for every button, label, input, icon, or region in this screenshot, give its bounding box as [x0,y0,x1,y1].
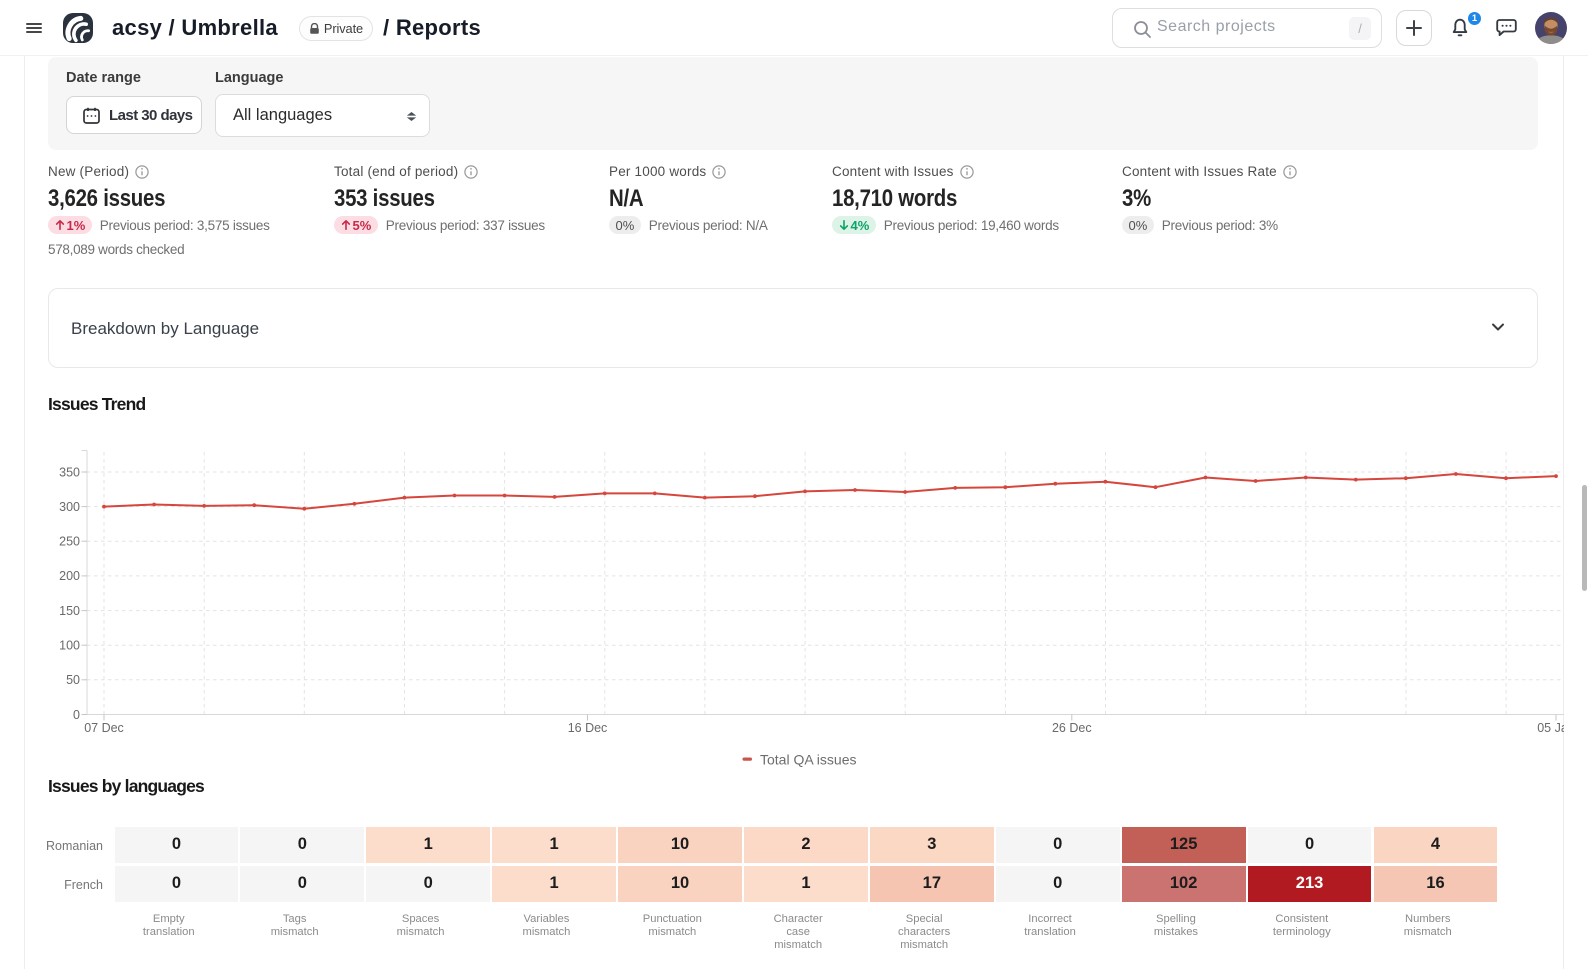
svg-text:16 Dec: 16 Dec [568,721,608,735]
svg-text:100: 100 [59,639,80,653]
svg-text:0: 0 [73,708,80,722]
svg-text:150: 150 [59,604,80,618]
svg-text:26 Dec: 26 Dec [1052,721,1092,735]
svg-text:350: 350 [59,465,80,479]
svg-text:250: 250 [59,535,80,549]
svg-text:05 Jan: 05 Jan [1537,721,1564,735]
svg-text:Total QA issues: Total QA issues [760,752,857,768]
svg-text:300: 300 [59,500,80,514]
svg-text:07 Dec: 07 Dec [84,721,124,735]
svg-text:200: 200 [59,569,80,583]
svg-text:50: 50 [66,673,80,687]
